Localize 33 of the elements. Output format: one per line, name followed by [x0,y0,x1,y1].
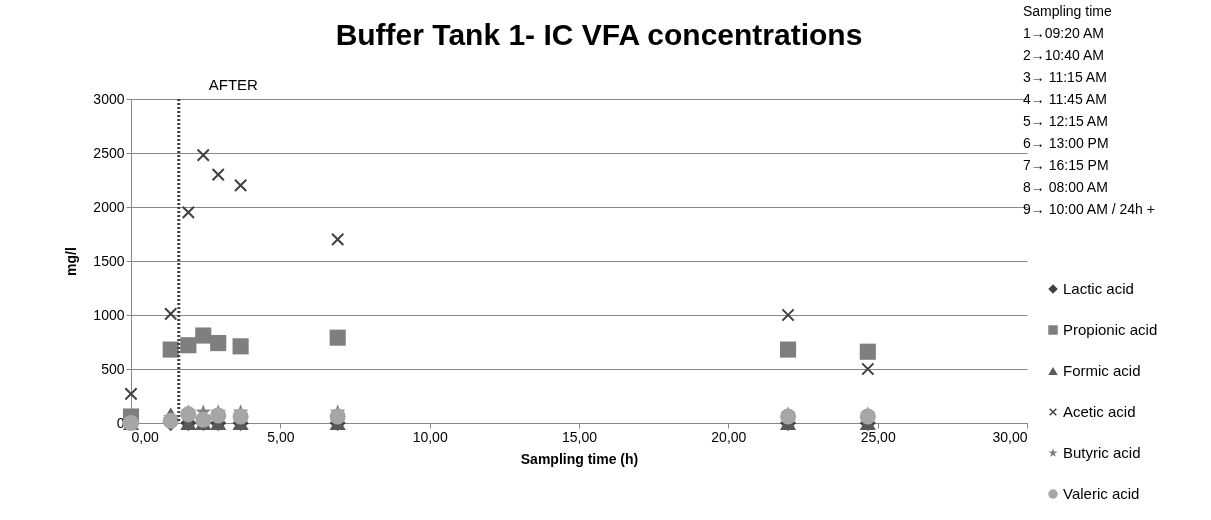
y-tick-label: 1500 [93,252,125,269]
annotation: 8→ 08:00 AM [1023,179,1108,195]
ref-line-label: AFTER [208,76,259,93]
legend-label: Valeric acid [1063,485,1140,502]
y-tick-label: 3000 [93,90,125,107]
legend-label: Propionic acid [1063,321,1158,338]
x-tick-label: 15,00 [561,428,598,445]
y-axis-title: mg/l [63,247,80,276]
y-tick-label: 2500 [93,144,125,161]
annotation: 7→ 16:15 PM [1023,157,1109,173]
legend-label: Acetic acid [1063,403,1136,420]
annotation: 9→ 10:00 AM / 24h + [1023,201,1155,217]
annotation: 4→ 11:45 AM [1023,91,1107,107]
x-tick-label: 20,00 [711,428,747,445]
text: 3→ 11:15 AM [1023,69,1107,85]
y-tick-label: 1000 [93,306,125,323]
annotation: 5→ 12:15 AM [1023,113,1108,129]
x-tick-label: 25,00 [860,428,896,445]
y-tick-label: 500 [101,360,125,377]
text: 2→10:40 AM [1023,47,1104,63]
x-axis-title: Sampling time (h) [520,450,639,467]
annotation: 6→ 13:00 PM [1023,135,1109,151]
y-tick-label: 2000 [93,198,125,215]
x-tick-label: 30,00 [992,428,1028,445]
chart-title: Buffer Tank 1- IC VFA concentrations [335,18,863,51]
text: Sampling time [1023,3,1112,19]
x-tick-label: 10,00 [412,428,448,445]
legend-label: Butyric acid [1063,444,1141,461]
legend-label: Lactic acid [1063,280,1134,297]
text: 1→09:20 AM [1023,25,1104,41]
legend-label: Formic acid [1063,362,1141,379]
x-tick-label: 5,00 [267,428,295,445]
x-tick-label: 0,00 [131,428,159,445]
